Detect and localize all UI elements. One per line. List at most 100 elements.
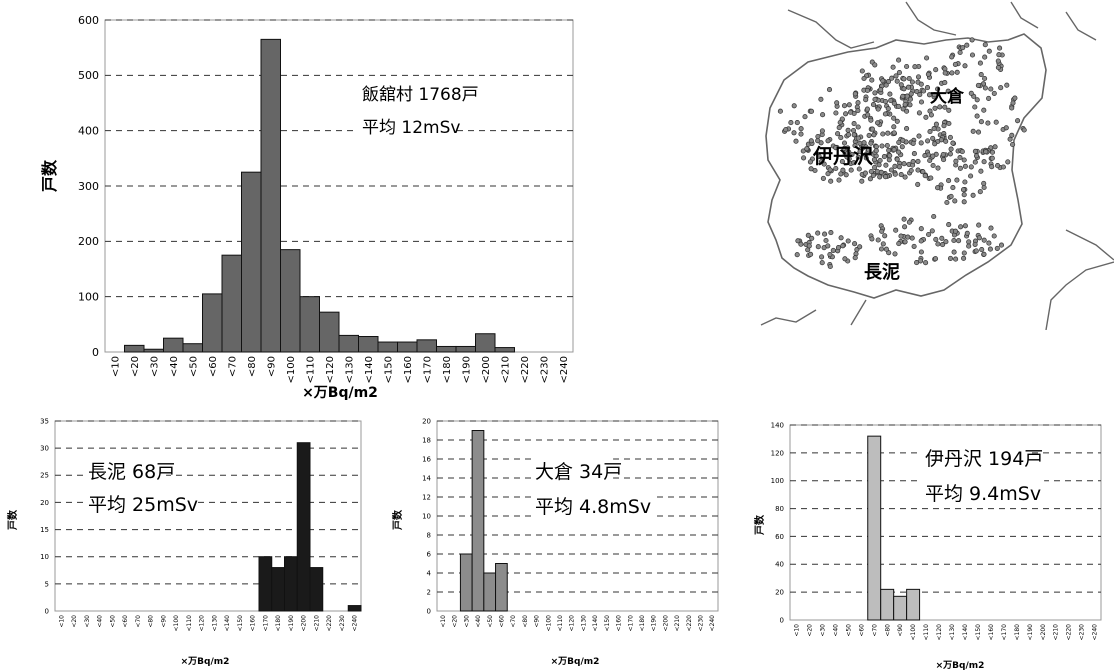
map-label-itamizawa: 伊丹沢 xyxy=(812,144,874,168)
x-tick-label: <130 xyxy=(580,615,587,632)
y-tick-label: 300 xyxy=(78,180,99,193)
x-tick-label: <120 xyxy=(199,615,206,632)
x-tick-label: <190 xyxy=(461,356,472,383)
x-tick-label: <10 xyxy=(58,615,65,628)
y-tick-label: 14 xyxy=(422,474,431,482)
y-axis-label: 戸数 xyxy=(6,509,19,530)
x-tick-label: <120 xyxy=(569,615,576,632)
x-axis-label: ×万Bq/m2 xyxy=(936,660,985,671)
bar xyxy=(416,339,437,353)
chart-annotation: 大倉 34戸 xyxy=(535,461,622,483)
x-tick-label: <150 xyxy=(237,615,244,632)
annotation-bg xyxy=(921,444,1031,471)
x-tick-label: <210 xyxy=(313,615,320,632)
x-tick-label: <110 xyxy=(923,624,930,641)
y-tick-label: 80 xyxy=(775,505,784,513)
x-tick-label: <110 xyxy=(305,356,316,383)
y-axis-label: 戸数 xyxy=(753,514,766,535)
x-tick-label: <60 xyxy=(122,615,129,628)
bar xyxy=(260,38,281,353)
road-lines xyxy=(760,1,1114,330)
y-tick-label: 25 xyxy=(40,472,49,480)
y-tick-label: 40 xyxy=(775,561,784,569)
village-map: 大倉 伊丹沢 長泥 xyxy=(760,1,1114,330)
x-tick-label: <120 xyxy=(325,356,336,383)
y-tick-label: 20 xyxy=(422,417,431,425)
x-tick-label: <20 xyxy=(71,615,78,628)
x-tick-label: <10 xyxy=(110,356,121,377)
x-tick-label: <220 xyxy=(520,356,531,383)
x-axis-label: ×万Bq/m2 xyxy=(181,656,230,667)
y-tick-label: 12 xyxy=(422,493,431,501)
map-label-nagadoro: 長泥 xyxy=(864,261,900,283)
x-tick-label: <150 xyxy=(975,624,982,641)
x-tick-label: <30 xyxy=(149,356,160,377)
chart-annotation: 飯舘村 1768戸 xyxy=(362,84,479,105)
x-tick-label: <120 xyxy=(936,624,943,641)
x-tick-label: <210 xyxy=(500,356,511,383)
x-tick-label: <110 xyxy=(557,615,564,632)
x-tick-label: <40 xyxy=(97,615,104,628)
x-tick-label: <100 xyxy=(545,615,552,632)
x-tick-label: <240 xyxy=(1092,624,1099,641)
y-tick-label: 5 xyxy=(45,580,49,588)
x-tick-label: <190 xyxy=(651,615,658,632)
y-tick-label: 140 xyxy=(771,421,784,429)
bar xyxy=(319,311,340,353)
x-tick-label: <90 xyxy=(534,615,541,628)
x-tick-label: <70 xyxy=(227,356,238,377)
x-tick-label: <200 xyxy=(1040,624,1047,641)
x-tick-label: <140 xyxy=(592,615,599,632)
chart-annotation: 平均 9.4mSv xyxy=(925,483,1041,505)
bar xyxy=(867,435,882,621)
x-tick-label: <160 xyxy=(988,624,995,641)
x-tick-label: <20 xyxy=(452,615,459,628)
annotation-bg xyxy=(358,81,469,106)
x-tick-label: <160 xyxy=(250,615,257,632)
bar xyxy=(893,595,908,621)
x-tick-label: <220 xyxy=(686,615,693,632)
x-tick-label: <240 xyxy=(352,615,359,632)
x-tick-label: <170 xyxy=(1001,624,1008,641)
okura-histogram: 0 2 4 6 8 10 12 14 16 18 20 <10 <20 <30 <40 <50 <60 <70 <8… xyxy=(391,417,719,667)
village-boundary xyxy=(765,33,1047,299)
bar xyxy=(347,605,362,612)
y-tick-label: 20 xyxy=(775,589,784,597)
bar xyxy=(296,442,311,612)
x-tick-label: <90 xyxy=(266,356,277,377)
x-tick-label: <80 xyxy=(884,624,891,637)
x-tick-label: <40 xyxy=(475,615,482,628)
x-tick-label: <180 xyxy=(639,615,646,632)
x-tick-label: <70 xyxy=(510,615,517,628)
y-tick-label: 20 xyxy=(40,499,49,507)
x-tick-label: <80 xyxy=(148,615,155,628)
x-tick-label: <170 xyxy=(422,356,433,383)
x-tick-label: <30 xyxy=(84,615,91,628)
x-tick-label: <10 xyxy=(440,615,447,628)
x-tick-label: <150 xyxy=(604,615,611,632)
chart-annotation: 伊丹沢 194戸 xyxy=(925,448,1043,470)
x-tick-label: <40 xyxy=(832,624,839,637)
chart-annotation: 平均 4.8mSv xyxy=(535,496,651,518)
x-tick-label: <70 xyxy=(135,615,142,628)
x-tick-label: <30 xyxy=(819,624,826,637)
x-tick-label: <130 xyxy=(949,624,956,641)
bar xyxy=(880,588,895,621)
x-tick-label: <230 xyxy=(1079,624,1086,641)
annotation-bg xyxy=(531,492,655,519)
x-tick-label: <130 xyxy=(344,356,355,383)
bar xyxy=(906,588,921,621)
x-tick-label: <50 xyxy=(109,615,116,628)
y-tick-label: 8 xyxy=(427,531,431,539)
annotation-bg xyxy=(531,457,614,484)
y-tick-label: 100 xyxy=(78,291,99,304)
y-tick-label: 400 xyxy=(78,125,99,138)
x-tick-label: <150 xyxy=(383,356,394,383)
x-tick-label: <80 xyxy=(247,356,258,377)
y-tick-label: 0 xyxy=(92,346,99,359)
bar xyxy=(495,563,508,612)
y-tick-label: 0 xyxy=(780,616,784,624)
house-dots xyxy=(777,37,1027,270)
y-tick-label: 15 xyxy=(40,526,49,534)
